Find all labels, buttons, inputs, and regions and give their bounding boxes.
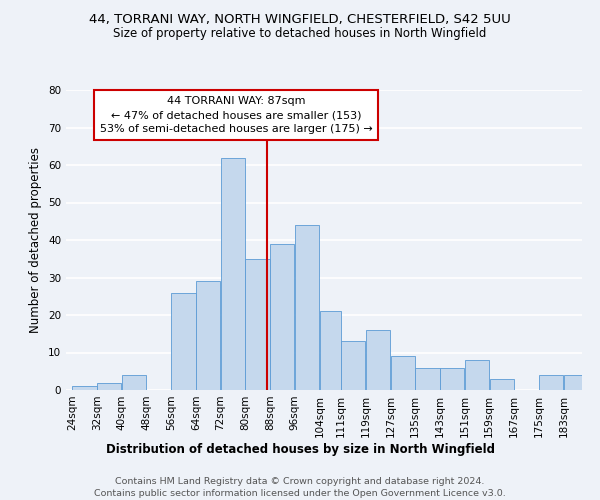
Text: 44, TORRANI WAY, NORTH WINGFIELD, CHESTERFIELD, S42 5UU: 44, TORRANI WAY, NORTH WINGFIELD, CHESTE… [89, 12, 511, 26]
Bar [73, 386, 97, 390]
Bar [320, 311, 341, 390]
Bar [415, 368, 440, 390]
Bar [366, 330, 390, 390]
Bar [97, 382, 121, 390]
Bar [122, 375, 146, 390]
Bar [270, 244, 295, 390]
Bar [295, 225, 319, 390]
Text: Distribution of detached houses by size in North Wingfield: Distribution of detached houses by size … [106, 442, 494, 456]
Bar [196, 281, 220, 390]
Y-axis label: Number of detached properties: Number of detached properties [29, 147, 43, 333]
Text: Size of property relative to detached houses in North Wingfield: Size of property relative to detached ho… [113, 28, 487, 40]
Bar [245, 259, 269, 390]
Text: 44 TORRANI WAY: 87sqm
← 47% of detached houses are smaller (153)
53% of semi-det: 44 TORRANI WAY: 87sqm ← 47% of detached … [100, 96, 373, 134]
Bar [221, 158, 245, 390]
Bar [564, 375, 588, 390]
Bar [341, 341, 365, 390]
Bar [172, 292, 196, 390]
Bar [440, 368, 464, 390]
Bar [539, 375, 563, 390]
Bar [465, 360, 489, 390]
Text: Contains HM Land Registry data © Crown copyright and database right 2024.: Contains HM Land Registry data © Crown c… [115, 478, 485, 486]
Text: Contains public sector information licensed under the Open Government Licence v3: Contains public sector information licen… [94, 489, 506, 498]
Bar [391, 356, 415, 390]
Bar [490, 379, 514, 390]
